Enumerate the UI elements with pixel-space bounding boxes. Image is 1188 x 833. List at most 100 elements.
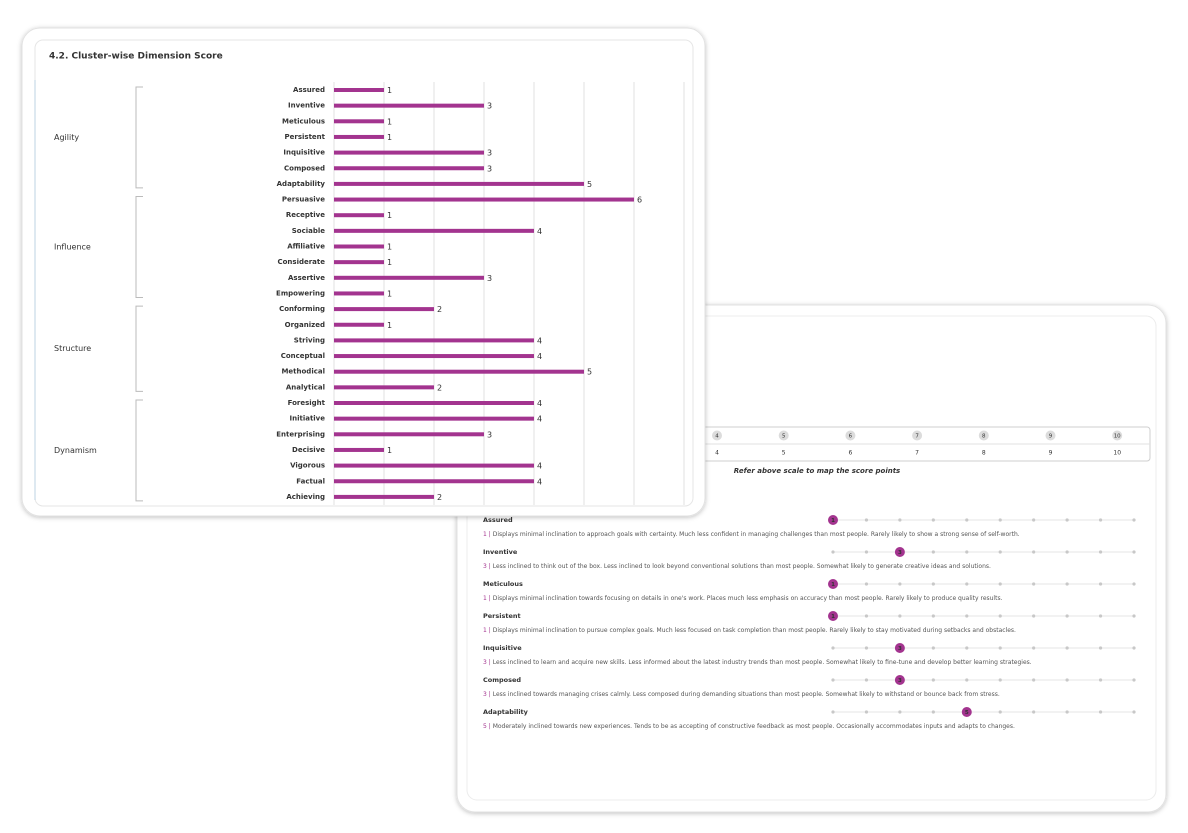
score-dot <box>1032 614 1036 618</box>
bar <box>334 447 384 452</box>
bar <box>334 401 534 405</box>
score-dot <box>931 678 935 682</box>
score-dot <box>898 518 902 522</box>
item-name: Composed <box>483 676 521 684</box>
description-description: Displays minimal inclination towards foc… <box>493 595 1003 602</box>
bar <box>334 369 584 374</box>
bar <box>334 338 534 343</box>
score-dot <box>998 614 1002 618</box>
value-label: 3 <box>487 164 492 173</box>
value-label: 1 <box>387 243 392 252</box>
score-dot <box>864 614 869 618</box>
scale-point <box>912 430 923 441</box>
score-dot <box>965 646 969 650</box>
score-dot <box>1132 710 1136 714</box>
bar <box>334 88 384 92</box>
value-label: 2 <box>437 305 442 314</box>
category-label: Analytical <box>286 383 325 391</box>
scale-point-label: 5 <box>782 434 786 440</box>
category-label: Considerate <box>277 258 325 266</box>
score-marker <box>828 515 838 525</box>
bar <box>334 432 484 437</box>
value-label: 5 <box>587 368 592 377</box>
score-marker-label: 3 <box>898 678 902 684</box>
score-dot <box>965 550 969 554</box>
score-dot <box>864 550 869 554</box>
category-label: Methodical <box>281 368 325 376</box>
category-label: Composed <box>284 164 325 172</box>
bar <box>334 103 484 108</box>
group-label: Dynamism <box>54 446 97 455</box>
category-label: Inquisitive <box>283 149 325 157</box>
score-dot <box>998 646 1002 650</box>
bar <box>334 181 584 186</box>
score-dot <box>1132 582 1136 586</box>
score-dot <box>1032 582 1036 586</box>
bar <box>334 322 384 327</box>
value-label: 1 <box>387 117 392 126</box>
value-label: 1 <box>387 289 392 298</box>
value-label: 4 <box>537 352 542 361</box>
score-dot <box>1132 550 1136 554</box>
chart-card: 4.2. Cluster-wise Dimension Score Assure… <box>21 27 706 517</box>
category-label: Assertive <box>288 274 325 282</box>
score-dot <box>1065 550 1069 554</box>
group-label: Structure <box>54 344 91 353</box>
score-dot <box>1065 710 1069 714</box>
category-label: Inventive <box>288 102 325 110</box>
score-marker-label: 1 <box>831 582 835 588</box>
category-label: Factual <box>296 477 325 485</box>
value-label: 1 <box>387 86 392 95</box>
category-label: Vigorous <box>290 462 325 470</box>
score-dot <box>898 710 902 714</box>
category-label: Affiliative <box>287 243 325 251</box>
description-separator: | <box>489 723 491 730</box>
value-label: 4 <box>537 227 542 236</box>
value-label: 3 <box>487 274 492 283</box>
category-label: Sociable <box>292 227 326 235</box>
score-dot <box>931 550 935 554</box>
value-label: 1 <box>387 258 392 267</box>
score-dot <box>965 582 969 586</box>
description-description: Moderately inclined towards new experien… <box>493 723 1015 730</box>
category-label: Organized <box>285 321 325 329</box>
score-dot <box>1098 550 1103 554</box>
value-label: 4 <box>537 399 542 408</box>
description-score: 3 <box>483 659 487 666</box>
score-dot <box>1098 614 1103 618</box>
score-dot <box>998 550 1002 554</box>
description-score: 5 <box>483 723 487 730</box>
score-dot <box>931 646 935 650</box>
score-dot <box>1065 518 1069 522</box>
score-dot <box>998 710 1002 714</box>
score-marker <box>961 707 972 717</box>
item-description: 1 | Displays minimal inclination towards… <box>483 595 1003 602</box>
value-label: 3 <box>487 102 492 111</box>
score-dot <box>1132 614 1136 618</box>
score-dot <box>864 518 869 522</box>
score-dot <box>1098 582 1103 586</box>
score-marker-label: 3 <box>898 550 902 556</box>
score-dot <box>1032 518 1036 522</box>
value-label: 1 <box>387 211 392 220</box>
category-label: Receptive <box>286 211 325 219</box>
score-dot <box>1065 582 1069 586</box>
category-label: Conforming <box>279 305 325 313</box>
bar <box>334 166 484 171</box>
group-label: Agility <box>54 133 79 142</box>
description-separator: | <box>489 531 491 538</box>
value-label: 4 <box>537 477 542 486</box>
score-dot <box>931 518 935 522</box>
score-dot <box>1098 710 1103 714</box>
score-marker-label: 1 <box>831 614 835 620</box>
score-dot <box>1132 646 1136 650</box>
scale-point-label: 6 <box>849 434 853 440</box>
category-label: Empowering <box>276 289 325 297</box>
bar <box>334 307 434 312</box>
item-name: Adaptability <box>483 708 529 716</box>
item-description: 3 | Less inclined towards managing crise… <box>483 691 1000 698</box>
score-dot <box>998 518 1002 522</box>
score-marker <box>894 675 905 685</box>
category-label: Meticulous <box>282 117 325 125</box>
description-description: Displays minimal inclination to approach… <box>493 531 1020 538</box>
